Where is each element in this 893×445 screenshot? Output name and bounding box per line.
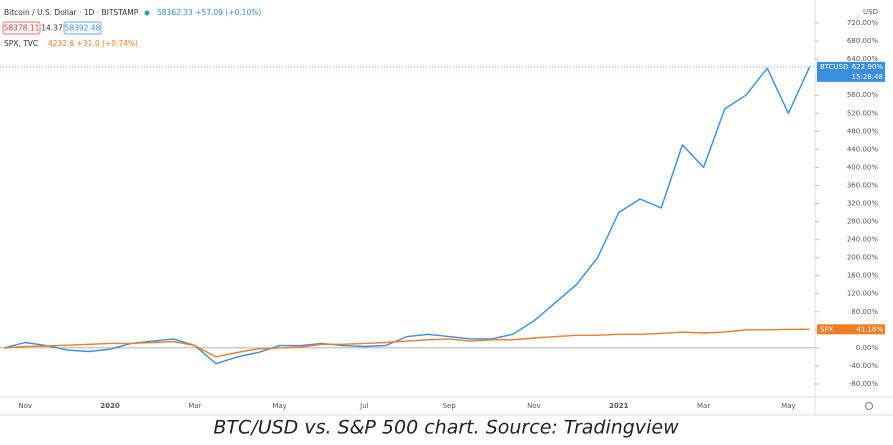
ask-box — [63, 21, 102, 35]
x-tick-label: Sep — [443, 402, 457, 410]
x-tick-label: Jul — [359, 402, 369, 410]
y-tick-label: -80.00% — [849, 380, 879, 388]
y-tick-label: 160.00% — [847, 272, 878, 280]
x-tick-label: Nov — [18, 402, 32, 410]
price-time: 15:28:48 — [852, 73, 883, 81]
settings-icon[interactable] — [865, 402, 873, 410]
x-tick-label: 2020 — [100, 402, 120, 410]
y-tick-label: 480.00% — [847, 127, 878, 135]
x-tick-label: Mar — [188, 402, 201, 410]
compare-symbol: SPX, TVC — [4, 39, 38, 48]
y-tick-label: 440.00% — [847, 145, 878, 153]
compare-quote: 4232.6 +31.0 (+0.74%) — [48, 39, 138, 48]
y-tick-label: 200.00% — [847, 254, 878, 262]
y-tick-label: 560.00% — [847, 91, 878, 99]
x-tick-label: May — [781, 402, 795, 410]
y-tick-label: 400.00% — [847, 163, 878, 171]
y-tick-label: 640.00% — [847, 55, 878, 63]
bid: 58378.11 — [4, 24, 40, 33]
currency: USD — [863, 8, 878, 16]
spread: 14.37 — [41, 24, 63, 33]
y-tick-label: 360.00% — [847, 181, 878, 189]
status-dot — [144, 10, 150, 16]
y-tick-label: 0.00% — [856, 344, 879, 352]
y-tick-label: 120.00% — [847, 290, 878, 298]
y-tick-label: -40.00% — [849, 362, 879, 370]
series-name: BTCUSD — [820, 63, 849, 71]
x-tick-label: 2021 — [609, 402, 629, 410]
price-label-box — [817, 324, 885, 335]
symbol-title: Bitcoin / U.S. Dollar · 1D · BITSTAMP — [4, 8, 139, 17]
quote: 58362.33 +57.09 (+0.10%) — [157, 8, 261, 17]
y-tick-label: 280.00% — [847, 218, 878, 226]
x-tick-label: Nov — [527, 402, 541, 410]
bid-box — [2, 21, 41, 35]
price-label-box — [817, 61, 885, 82]
y-tick-label: 720.00% — [847, 19, 878, 27]
line-series — [3, 328, 810, 358]
x-tick-label: Mar — [697, 402, 710, 410]
caption: BTC/USD vs. S&P 500 chart. Source: Tradi… — [213, 417, 679, 439]
y-tick-label: 520.00% — [847, 109, 878, 117]
price-label: 41.18% — [856, 325, 883, 333]
y-tick-label: 320.00% — [847, 200, 878, 208]
x-tick-label: May — [272, 402, 286, 410]
y-tick-label: 240.00% — [847, 236, 878, 244]
y-tick-label: 680.00% — [847, 37, 878, 45]
ask: 58392.48 — [65, 24, 101, 33]
y-tick-label: 80.00% — [851, 308, 878, 316]
series-name: SPX — [820, 325, 834, 333]
price-label: 622.90% — [852, 63, 883, 71]
